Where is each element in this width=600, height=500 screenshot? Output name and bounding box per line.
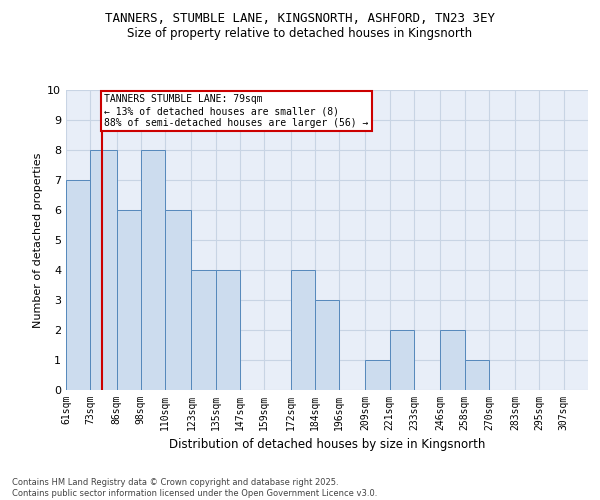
Bar xyxy=(440,330,464,390)
Bar xyxy=(290,270,315,390)
Text: TANNERS, STUMBLE LANE, KINGSNORTH, ASHFORD, TN23 3EY: TANNERS, STUMBLE LANE, KINGSNORTH, ASHFO… xyxy=(105,12,495,26)
Bar xyxy=(315,300,339,390)
Y-axis label: Number of detached properties: Number of detached properties xyxy=(33,152,43,328)
Text: Size of property relative to detached houses in Kingsnorth: Size of property relative to detached ho… xyxy=(127,28,473,40)
Text: Contains HM Land Registry data © Crown copyright and database right 2025.
Contai: Contains HM Land Registry data © Crown c… xyxy=(12,478,377,498)
Bar xyxy=(66,180,90,390)
Bar xyxy=(191,270,216,390)
Bar xyxy=(464,360,489,390)
Bar xyxy=(141,150,165,390)
Bar xyxy=(216,270,240,390)
Bar xyxy=(90,150,116,390)
Text: TANNERS STUMBLE LANE: 79sqm
← 13% of detached houses are smaller (8)
88% of semi: TANNERS STUMBLE LANE: 79sqm ← 13% of det… xyxy=(104,94,369,128)
Bar xyxy=(365,360,390,390)
Bar xyxy=(390,330,414,390)
Bar xyxy=(116,210,141,390)
Bar xyxy=(165,210,191,390)
X-axis label: Distribution of detached houses by size in Kingsnorth: Distribution of detached houses by size … xyxy=(169,438,485,452)
